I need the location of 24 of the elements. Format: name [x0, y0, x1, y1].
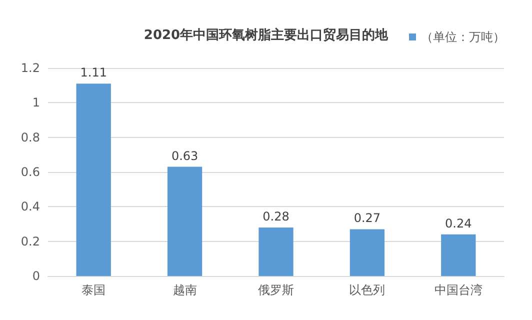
data-label: 1.11	[80, 66, 107, 80]
bar	[76, 84, 111, 276]
x-tick-label: 越南	[172, 283, 197, 297]
x-tick-label: 泰国	[82, 283, 106, 297]
bar	[258, 227, 294, 276]
bar	[167, 166, 202, 276]
y-tick-label: 1.2	[20, 61, 40, 75]
y-tick-label: 0.6	[20, 165, 40, 179]
y-tick-label: 0.4	[20, 200, 40, 214]
legend-label: （单位：万吨）	[421, 30, 505, 44]
y-tick-label: 0.2	[20, 234, 40, 248]
bar	[350, 229, 385, 276]
chart-title: 2020年中国环氧树脂主要出口贸易目的地	[144, 27, 390, 43]
y-tick-label: 1	[32, 96, 40, 110]
data-label: 0.27	[354, 211, 381, 226]
data-label: 0.28	[262, 209, 290, 224]
y-tick-label: 0	[32, 269, 40, 283]
y-tick-label: 0.8	[20, 130, 40, 144]
data-label: 0.63	[171, 148, 198, 163]
x-tick-label: 以色列	[349, 283, 386, 297]
data-label: 0.24	[445, 216, 472, 230]
bar	[441, 234, 476, 276]
x-tick-label: 中国台湾	[434, 283, 482, 297]
x-tick-label: 俄罗斯	[258, 283, 294, 297]
